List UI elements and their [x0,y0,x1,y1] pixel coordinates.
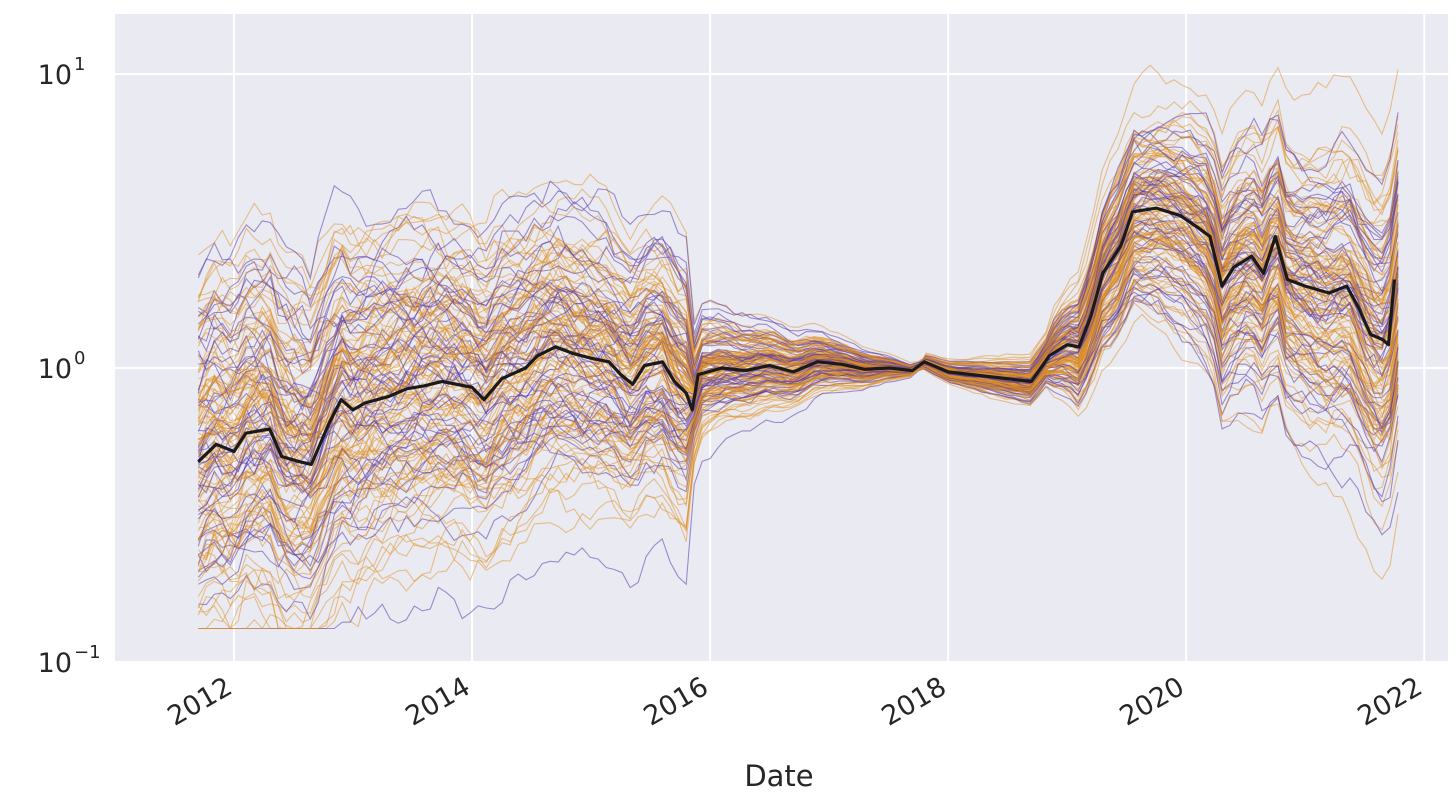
y-tick-label: 10 [38,648,72,679]
ensemble-line-orange [197,256,1399,419]
ensemble-line-orange [197,277,1399,493]
ensemble-line-orange [197,147,1399,373]
ensemble-line-orange [197,237,1399,437]
ensemble-line-orange [197,171,1399,438]
ensemble-line-purple [197,170,1399,498]
ensemble-line-orange [197,131,1399,577]
ensemble-line-orange [198,147,1399,490]
ensemble-line-orange [197,281,1399,630]
series-line-median [197,206,1396,466]
ensemble-line-orange [198,190,1399,630]
x-tick-label: 2022 [1353,671,1428,732]
ensemble-line-orange [197,235,1399,630]
x-tick-label: 2016 [639,671,714,732]
ensemble-line-orange [198,203,1399,387]
ensemble-line-orange [198,178,1399,442]
ensemble-line-purple [197,112,1399,408]
ensemble-line-orange [197,257,1399,498]
ensemble-line-orange [197,206,1399,388]
ensemble-line-orange [198,221,1399,562]
ensemble-line-orange [198,198,1399,481]
ensemble-line-orange [197,147,1399,377]
ensemble-line-orange [197,249,1399,575]
y-tick-label: 10 [38,60,72,91]
ensemble-line-orange [197,117,1399,539]
ensemble-line-orange [197,177,1399,416]
y-tick-exponent: 1 [74,54,85,75]
ensemble-line-orange [198,223,1399,486]
y-tick-exponent: 0 [74,348,85,369]
ensemble-line-orange [197,64,1399,599]
ensemble-line-orange [198,280,1399,491]
y-tick-exponent: −1 [74,642,101,663]
ensemble-line-purple [197,138,1399,372]
ensemble-line-orange [198,168,1399,599]
ensemble-line-orange [197,202,1399,503]
ensemble-line-orange [197,229,1399,398]
ensemble-line-purple [197,265,1399,567]
x-tick-label: 2012 [163,671,238,732]
y-tick-label: 10 [38,354,72,385]
ensemble-line-purple [198,155,1399,385]
series-lines [197,206,1396,466]
x-tick-label: 2018 [877,671,952,732]
ensemble-line-orange [197,229,1399,390]
x-tick-labels: 2012 2014 2016 2018 2020 2022 [163,671,1428,732]
ensemble-line-orange [198,135,1399,630]
ensemble-line-orange [197,269,1399,432]
x-tick-label: 2014 [401,671,476,732]
ensemble-line-purple [197,180,1399,379]
x-tick-label: 2020 [1115,671,1190,732]
ensemble-line-orange [198,193,1399,490]
x-axis-title: Date [744,759,813,793]
ensemble-line-purple [197,227,1399,580]
